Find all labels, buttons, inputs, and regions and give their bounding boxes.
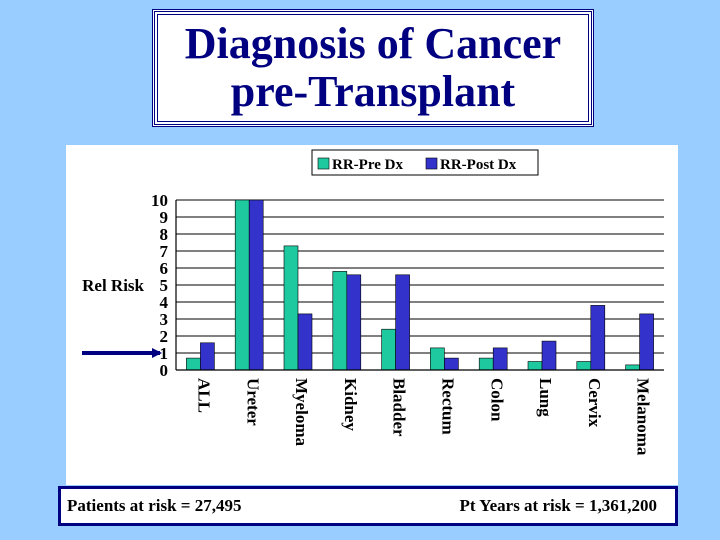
bar-pre-colon <box>478 357 494 371</box>
bar-post-all <box>200 342 215 371</box>
bar-post-myeloma <box>297 313 313 371</box>
bar-post-kidney <box>346 274 362 371</box>
bar-pre-ureter <box>234 199 250 371</box>
bar-post-rectum <box>444 357 459 371</box>
bars <box>186 199 654 371</box>
legend: RR-Pre Dx RR-Post Dx <box>311 149 539 176</box>
x-tick-label: Bladder <box>390 378 409 437</box>
y-tick-label: 2 <box>160 327 169 346</box>
y-tick-label: 6 <box>160 259 169 278</box>
legend-swatch <box>317 157 330 170</box>
bar-post-colon <box>492 347 508 371</box>
bar-post-cervix <box>590 305 606 371</box>
y-tick-label: 5 <box>160 276 169 295</box>
x-tick-label: Melanoma <box>634 378 653 456</box>
y-tick-label: 0 <box>160 361 169 380</box>
legend-label: RR-Pre Dx <box>332 157 403 173</box>
x-tick-label: Myeloma <box>292 378 311 446</box>
bar-pre-kidney <box>332 271 348 371</box>
title-line-2: pre-Transplant <box>230 67 516 116</box>
bar-pre-bladder <box>381 328 396 371</box>
bar-post-bladder <box>395 274 410 371</box>
x-tick-labels: ALL Ureter Myeloma Kidney Bladder Rectum Colon… <box>194 378 652 456</box>
y-tick-label: 7 <box>160 242 169 261</box>
bar-post-melanoma <box>639 313 654 371</box>
x-tick-label: Cervix <box>585 378 604 428</box>
bar-pre-myeloma <box>283 245 299 371</box>
bar-pre-melanoma <box>625 364 640 371</box>
patients-at-risk-text: Patients at risk = 27,495 <box>67 496 242 515</box>
y-tick-label: 4 <box>160 293 169 312</box>
chart-panel: RR-Pre Dx RR-Post Dx 0 1 2 3 4 5 6 7 8 9 10 ALL Uret… <box>66 145 678 485</box>
y-tick-label: 10 <box>151 191 168 210</box>
y-axis-label: Rel Risk <box>82 276 144 295</box>
title-box: Diagnosis of Cancer pre-Transplant <box>152 9 594 127</box>
x-tick-label: Kidney <box>341 378 360 431</box>
x-tick-label: Colon <box>487 378 506 422</box>
bar-pre-cervix <box>576 361 592 371</box>
bar-pre-all <box>186 357 201 371</box>
legend-label: RR-Post Dx <box>440 157 517 173</box>
footer-box: Patients at risk = 27,495 Pt Years at ri… <box>58 486 678 526</box>
title-line-1: Diagnosis of Cancer <box>184 19 562 68</box>
axes <box>175 200 664 371</box>
y-tick-label: 8 <box>160 225 169 244</box>
x-tick-label: ALL <box>194 378 213 413</box>
x-tick-label: Ureter <box>243 378 262 426</box>
patient-years-text: Pt Years at risk = 1,361,200 <box>459 496 657 515</box>
bar-post-lung <box>541 340 557 371</box>
bar-post-ureter <box>248 199 264 371</box>
bar-pre-rectum <box>430 347 445 371</box>
y-tick-label: 1 <box>160 344 169 363</box>
y-tick-label: 3 <box>160 310 169 329</box>
y-tick-label: 9 <box>160 208 169 227</box>
legend-swatch <box>425 157 438 170</box>
bar-pre-lung <box>527 361 543 371</box>
x-tick-label: Rectum <box>438 378 457 435</box>
legend-box <box>311 149 539 176</box>
x-tick-label: Lung <box>536 378 555 417</box>
